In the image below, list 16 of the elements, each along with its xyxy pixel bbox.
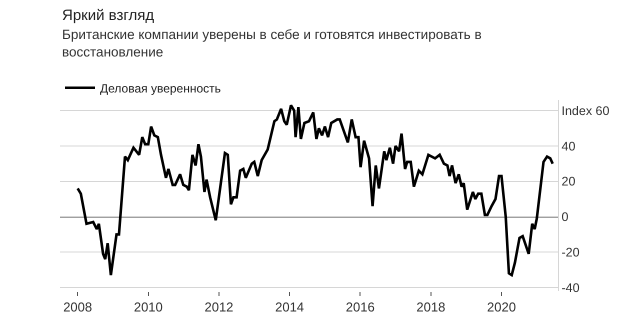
x-tick-label: 2018 bbox=[416, 300, 446, 315]
y-tick-label: 40 bbox=[562, 139, 576, 154]
x-tick-label: 2016 bbox=[346, 300, 375, 315]
x-tick-label: 2020 bbox=[487, 300, 516, 315]
chart-subtitle: Британские компании уверены в себе и готовятся инвестировать в восстановление bbox=[62, 27, 482, 60]
y-tick-label: -40 bbox=[562, 280, 580, 295]
y-tick-label: -20 bbox=[562, 245, 580, 260]
x-tick-label: 2008 bbox=[63, 300, 92, 315]
legend-label: Деловая уверенность bbox=[100, 81, 221, 96]
x-tick-label: 2012 bbox=[204, 300, 234, 315]
x-tick-label: 2010 bbox=[134, 300, 163, 315]
x-tick-label: 2014 bbox=[275, 300, 304, 315]
chart-title: Яркий взгляд bbox=[62, 7, 154, 24]
y-tick-label: 0 bbox=[562, 210, 568, 224]
y-tick-label: 20 bbox=[562, 174, 576, 189]
y-tick-label: Index 60 bbox=[562, 104, 610, 118]
